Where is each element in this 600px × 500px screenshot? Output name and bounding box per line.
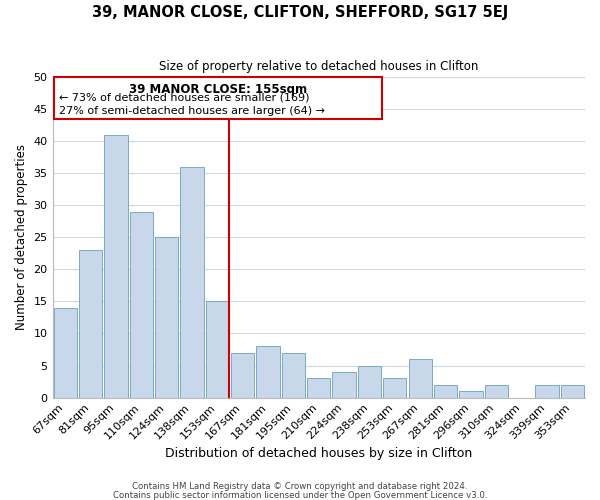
Bar xyxy=(434,385,457,398)
Title: Size of property relative to detached houses in Clifton: Size of property relative to detached ho… xyxy=(159,60,478,73)
Bar xyxy=(155,238,178,398)
Bar xyxy=(104,134,128,398)
Text: Contains public sector information licensed under the Open Government Licence v3: Contains public sector information licen… xyxy=(113,490,487,500)
Bar xyxy=(79,250,102,398)
Bar xyxy=(282,352,305,398)
Y-axis label: Number of detached properties: Number of detached properties xyxy=(15,144,28,330)
Bar xyxy=(231,352,254,398)
Bar xyxy=(459,391,482,398)
Bar xyxy=(485,385,508,398)
FancyBboxPatch shape xyxy=(54,77,382,118)
Bar xyxy=(409,359,432,398)
Bar xyxy=(332,372,356,398)
X-axis label: Distribution of detached houses by size in Clifton: Distribution of detached houses by size … xyxy=(165,447,472,460)
Bar xyxy=(535,385,559,398)
Bar xyxy=(383,378,406,398)
Bar xyxy=(53,308,77,398)
Bar xyxy=(256,346,280,398)
Bar xyxy=(560,385,584,398)
Bar xyxy=(181,166,203,398)
Bar xyxy=(130,212,153,398)
Text: 27% of semi-detached houses are larger (64) →: 27% of semi-detached houses are larger (… xyxy=(59,106,325,116)
Text: ← 73% of detached houses are smaller (169): ← 73% of detached houses are smaller (16… xyxy=(59,93,310,103)
Bar xyxy=(307,378,331,398)
Bar xyxy=(358,366,381,398)
Text: 39, MANOR CLOSE, CLIFTON, SHEFFORD, SG17 5EJ: 39, MANOR CLOSE, CLIFTON, SHEFFORD, SG17… xyxy=(92,5,508,20)
Bar xyxy=(206,302,229,398)
Text: Contains HM Land Registry data © Crown copyright and database right 2024.: Contains HM Land Registry data © Crown c… xyxy=(132,482,468,491)
Text: 39 MANOR CLOSE: 155sqm: 39 MANOR CLOSE: 155sqm xyxy=(129,84,307,96)
